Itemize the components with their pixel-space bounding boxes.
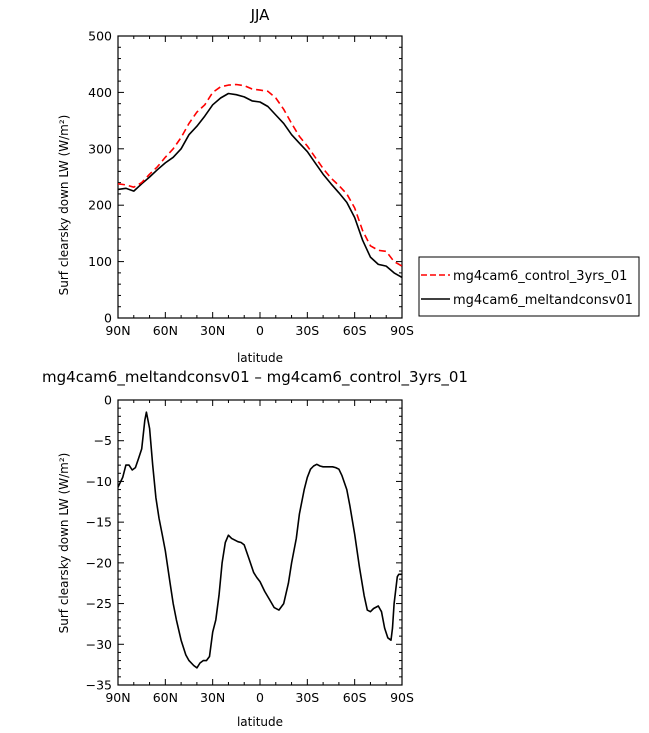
y-tick-label: 0 xyxy=(104,393,112,408)
x-tick-label: 90N xyxy=(105,690,130,705)
top-panel: JJA 90N 60N 30N 0 30S 60S 90S0100200300400500 … xyxy=(57,6,640,365)
x-tick-label: 60N xyxy=(153,690,178,705)
y-tick-label: 100 xyxy=(88,254,112,269)
bottom-plot-area: 90N 60N 30N 0 30S 60S 90S 0 −5 −10 −15 −20 −25 −30 −35 xyxy=(86,393,414,706)
y-tick-label: −35 xyxy=(86,678,112,693)
x-tick-label: 30S xyxy=(295,323,319,338)
y-tick-label: −15 xyxy=(86,515,112,530)
bottom-panel: mg4cam6_meltandconsv01 – mg4cam6_control… xyxy=(42,368,468,729)
x-tick-label: 30N xyxy=(200,690,225,705)
series-line-mg4cam6_control_3yrs_01 xyxy=(118,83,402,267)
bottom-x-axis-label: latitude xyxy=(237,715,283,729)
top-y-axis-label: Surf clearsky down LW (W/m²) xyxy=(57,115,71,296)
x-tick-label: 0 xyxy=(256,323,264,338)
legend-label-meltandconsv: mg4cam6_meltandconsv01 xyxy=(453,293,633,308)
y-tick-label: −10 xyxy=(86,474,112,489)
x-tick-label: 90S xyxy=(390,690,414,705)
top-plot-area: 90N 60N 30N 0 30S 60S 90S 0 100 200 300 400 500 xyxy=(88,29,414,339)
y-tick-label: −25 xyxy=(86,596,112,611)
y-tick-label: −30 xyxy=(86,637,112,652)
top-chart-title: JJA xyxy=(250,6,271,24)
x-tick-label: 30S xyxy=(295,690,319,705)
y-tick-label: 200 xyxy=(88,198,112,213)
y-tick-label: 500 xyxy=(88,29,112,44)
y-tick-label: 300 xyxy=(88,141,112,156)
x-tick-label: 30N xyxy=(200,323,225,338)
x-tick-label: 90N xyxy=(105,323,130,338)
x-tick-label: 0 xyxy=(256,690,264,705)
top-legend: mg4cam6_control_3yrs_01 mg4cam6_meltandc… xyxy=(418,256,640,317)
y-tick-label: 400 xyxy=(88,85,112,100)
bottom-chart-title: mg4cam6_meltandconsv01 – mg4cam6_control… xyxy=(42,368,468,387)
x-tick-label: 90S xyxy=(390,323,414,338)
y-tick-label: −5 xyxy=(94,433,112,448)
x-tick-label: 60S xyxy=(343,690,367,705)
bottom-y-axis-label: Surf clearsky down LW (W/m²) xyxy=(57,453,71,634)
y-tick-label: −20 xyxy=(86,555,112,570)
legend-box xyxy=(418,256,640,317)
top-x-axis-label: latitude xyxy=(237,351,283,365)
x-tick-label: 60N xyxy=(153,323,178,338)
plot-frame xyxy=(117,35,403,319)
y-tick-label: 0 xyxy=(104,311,112,326)
plot-frame xyxy=(117,399,403,686)
x-tick-label: 60S xyxy=(343,323,367,338)
series-line-mg4cam6_meltandconsv01 xyxy=(118,92,402,279)
series-line-difference xyxy=(118,411,402,669)
legend-label-control: mg4cam6_control_3yrs_01 xyxy=(453,269,627,284)
